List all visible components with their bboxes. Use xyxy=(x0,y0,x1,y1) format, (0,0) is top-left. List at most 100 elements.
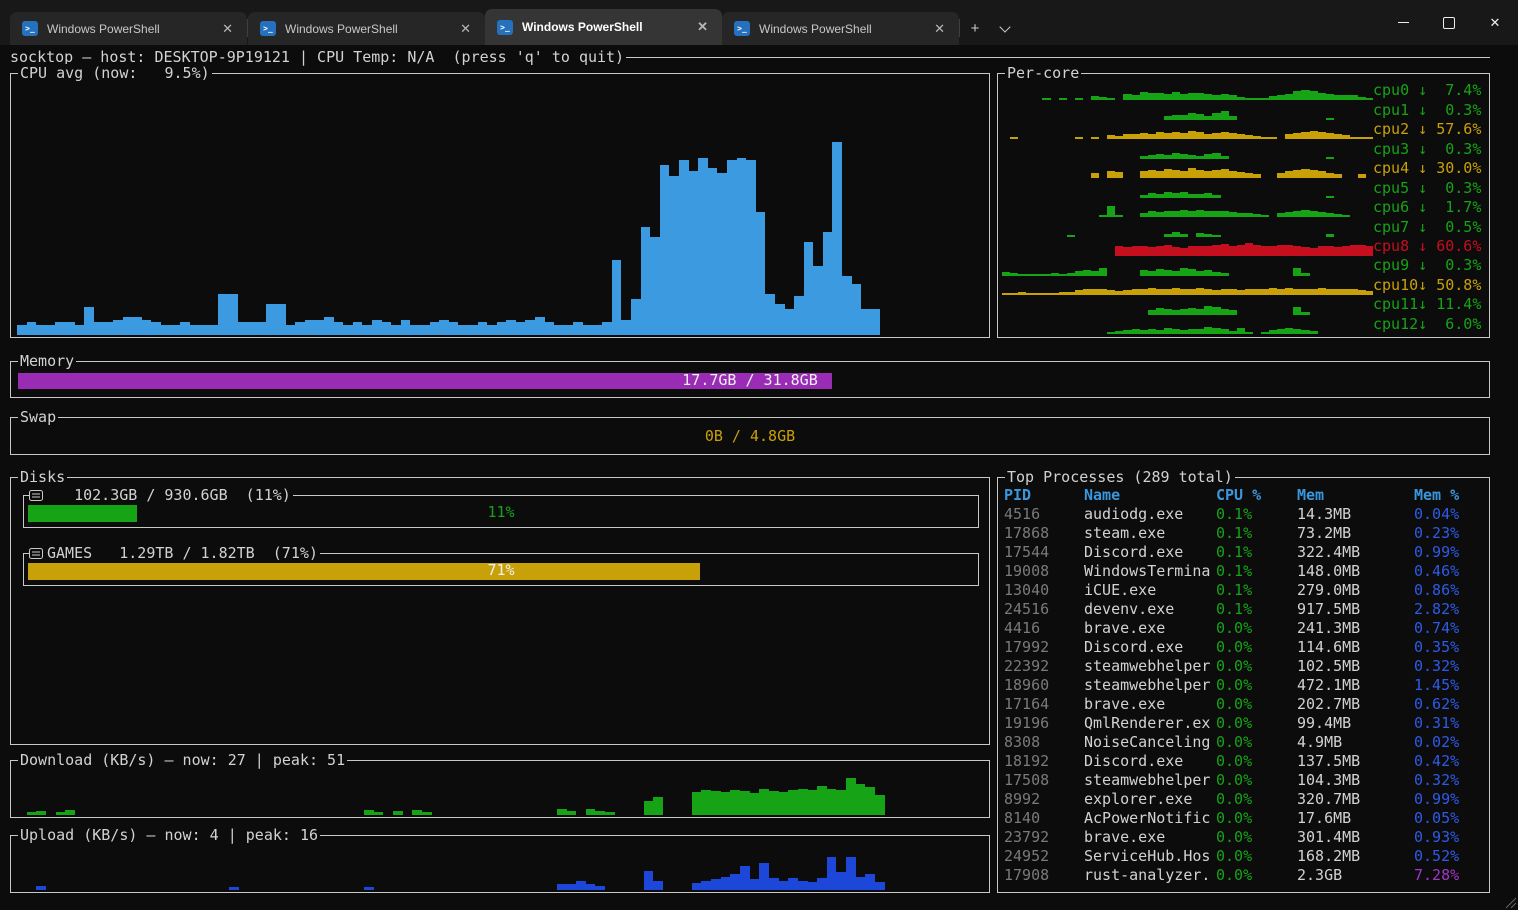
history-bar xyxy=(1220,308,1229,315)
history-bar xyxy=(707,167,718,335)
history-bar xyxy=(419,324,430,335)
terminal-content[interactable]: socktop — host: DESKTOP-9P19121 | CPU Te… xyxy=(0,45,1518,910)
swap-panel: Swap 0B / 4.8GB xyxy=(10,408,1490,455)
minimize-button[interactable] xyxy=(1380,0,1426,45)
history-bar xyxy=(1350,95,1359,101)
tab-windows-powershell[interactable]: >_ Windows PowerShell ✕ xyxy=(485,9,722,45)
history-bar xyxy=(1325,288,1334,296)
process-mem: 322.4MB xyxy=(1297,543,1361,561)
process-row: 17908 rust-analyzer. 0.0% 2.3GB 7.28% xyxy=(1004,866,1485,885)
new-tab-button[interactable]: + xyxy=(970,20,980,37)
process-cpu: 0.0% xyxy=(1216,733,1253,751)
history-bar xyxy=(817,878,827,890)
history-bar xyxy=(371,319,382,335)
history-bar xyxy=(875,881,885,890)
close-button[interactable]: ✕ xyxy=(1472,0,1518,45)
history-bar xyxy=(256,322,267,335)
history-bar xyxy=(1317,287,1326,296)
process-mem: 137.5MB xyxy=(1297,752,1361,770)
process-mem-pct: 0.93% xyxy=(1414,828,1460,846)
history-bar xyxy=(1204,270,1213,276)
process-name: rust-analyzer. xyxy=(1084,866,1211,884)
history-bar xyxy=(1301,246,1310,257)
history-bar xyxy=(659,165,670,335)
history-bar xyxy=(865,787,876,815)
history-bar xyxy=(1277,94,1286,101)
disk-c-panel: 102.3GB / 930.6GB (11%) 11% xyxy=(23,486,979,528)
history-bar xyxy=(1196,209,1205,218)
history-bar xyxy=(1180,191,1189,198)
history-bar xyxy=(266,304,277,335)
tab-windows-powershell[interactable]: >_ Windows PowerShell ✕ xyxy=(10,12,247,45)
process-name: devenv.exe xyxy=(1084,600,1175,618)
history-bar xyxy=(1188,328,1197,335)
history-bar xyxy=(640,227,651,335)
history-bar xyxy=(1212,328,1221,335)
tab-close-icon[interactable]: ✕ xyxy=(697,19,708,34)
history-bar xyxy=(720,791,731,815)
process-name: AcPowerNotific xyxy=(1084,809,1211,827)
history-bar xyxy=(1212,195,1221,198)
history-bar xyxy=(822,232,833,335)
tab-dropdown-button[interactable] xyxy=(990,12,1020,45)
process-row: 19008 WindowsTermina 0.1% 148.0MB 0.46% xyxy=(1004,562,1485,581)
process-mem: 301.4MB xyxy=(1297,828,1361,846)
history-bar xyxy=(1163,169,1172,179)
history-bar xyxy=(1228,310,1237,315)
core-label: cpu5 ↓ 0.3% xyxy=(1373,178,1482,197)
history-bar xyxy=(1107,135,1116,140)
process-pid: 17908 xyxy=(1004,866,1050,884)
history-bar xyxy=(285,324,296,335)
process-pid: 8992 xyxy=(1004,790,1041,808)
history-bar xyxy=(1180,308,1189,315)
history-bar xyxy=(381,322,392,335)
history-bar xyxy=(1204,306,1213,315)
tab-close-icon[interactable]: ✕ xyxy=(222,20,233,36)
history-bar xyxy=(1228,245,1237,257)
history-bar xyxy=(1155,308,1164,315)
history-bar xyxy=(1180,115,1189,120)
history-bar xyxy=(1058,98,1067,101)
history-bar xyxy=(429,322,440,335)
process-cpu: 0.0% xyxy=(1216,828,1253,846)
history-bar xyxy=(669,175,679,335)
process-mem: 104.3MB xyxy=(1297,771,1361,789)
process-name: brave.exe xyxy=(1084,695,1166,713)
history-bar xyxy=(458,324,468,335)
history-bar xyxy=(1301,272,1310,276)
title-bar[interactable]: >_ Windows PowerShell ✕ >_ Windows PowerShel… xyxy=(0,0,1518,45)
history-bar xyxy=(1155,153,1164,159)
process-mem: 4.9MB xyxy=(1297,733,1343,751)
history-bar xyxy=(870,309,881,335)
process-name: Discord.exe xyxy=(1084,752,1184,770)
tab-close-icon[interactable]: ✕ xyxy=(460,20,471,36)
history-bar xyxy=(1155,92,1164,101)
process-pid: 23792 xyxy=(1004,828,1050,846)
tab-windows-powershell[interactable]: >_ Windows PowerShell ✕ xyxy=(248,12,485,45)
history-bar xyxy=(1269,288,1278,296)
history-bar xyxy=(1180,289,1189,296)
history-bar xyxy=(1139,246,1148,257)
history-bar xyxy=(1325,234,1334,237)
history-bar xyxy=(1171,288,1181,296)
process-cpu: 0.0% xyxy=(1216,866,1253,884)
maximize-button[interactable] xyxy=(1426,0,1472,45)
history-bar xyxy=(1099,289,1108,296)
history-bar xyxy=(180,322,190,335)
history-bar xyxy=(1333,247,1342,257)
tab-close-icon[interactable]: ✕ xyxy=(934,20,945,36)
history-bar xyxy=(1212,271,1221,276)
history-bar xyxy=(324,317,334,335)
history-bar xyxy=(1171,132,1181,140)
resize-grip[interactable] xyxy=(1502,894,1517,909)
history-bar xyxy=(1163,269,1172,276)
history-bar xyxy=(412,810,422,815)
history-bar xyxy=(797,788,808,815)
history-bar xyxy=(1358,290,1367,296)
history-bar xyxy=(1163,154,1172,159)
process-pid: 24516 xyxy=(1004,600,1050,618)
tab-title: Windows PowerShell xyxy=(285,21,398,36)
history-bar xyxy=(861,309,871,335)
history-bar xyxy=(1155,132,1164,140)
tab-windows-powershell[interactable]: >_ Windows PowerShell ✕ xyxy=(722,12,959,45)
